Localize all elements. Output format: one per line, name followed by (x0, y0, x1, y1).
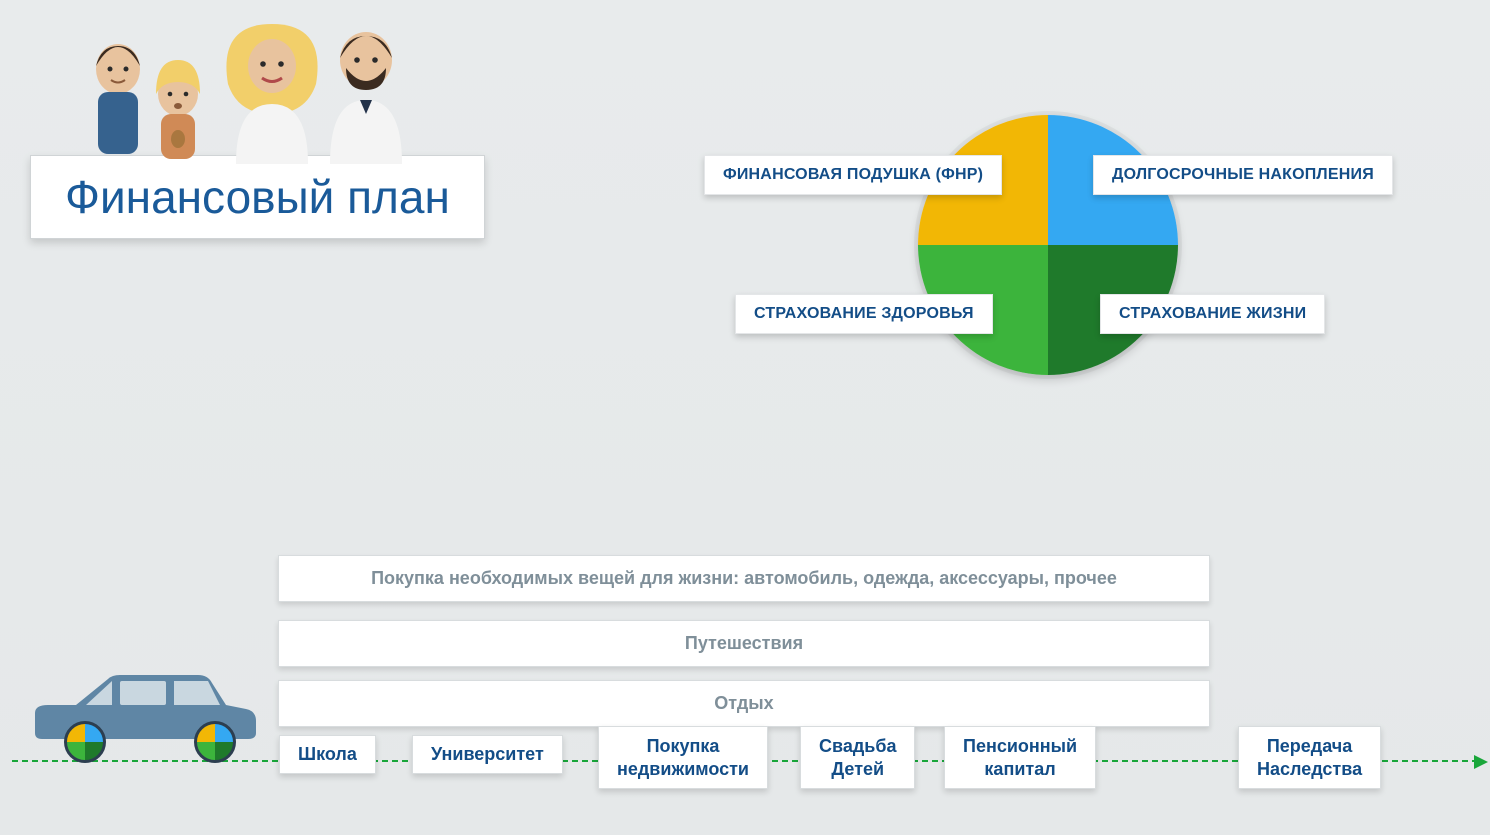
title-card: Финансовый план (30, 155, 485, 239)
pie-label-1: ДОЛГОСРОЧНЫЕ НАКОПЛЕНИЯ (1093, 155, 1393, 195)
pie-label-2: СТРАХОВАНИЕ ЗДОРОВЬЯ (735, 294, 993, 334)
pie-label-0: ФИНАНСОВАЯ ПОДУШКА (ФНР) (704, 155, 1002, 195)
milestone-4: Пенсионныйкапитал (944, 726, 1096, 789)
long-bar-0: Покупка необходимых вещей для жизни: авт… (278, 555, 1210, 602)
milestone-2: Покупканедвижимости (598, 726, 768, 789)
long-bar-2: Отдых (278, 680, 1210, 727)
milestone-0: Школа (279, 735, 376, 774)
pie-chart (918, 115, 1178, 375)
milestone-1: Университет (412, 735, 563, 774)
car-illustration (30, 665, 260, 770)
long-bar-1: Путешествия (278, 620, 1210, 667)
family-illustration (78, 14, 418, 164)
car-wheel-front (64, 721, 106, 763)
milestone-3: СвадьбаДетей (800, 726, 915, 789)
pie-label-3: СТРАХОВАНИЕ ЖИЗНИ (1100, 294, 1325, 334)
page-title: Финансовый план (65, 171, 450, 223)
milestone-5: ПередачаНаследства (1238, 726, 1381, 789)
car-wheel-rear (194, 721, 236, 763)
pie-circle (918, 115, 1178, 375)
